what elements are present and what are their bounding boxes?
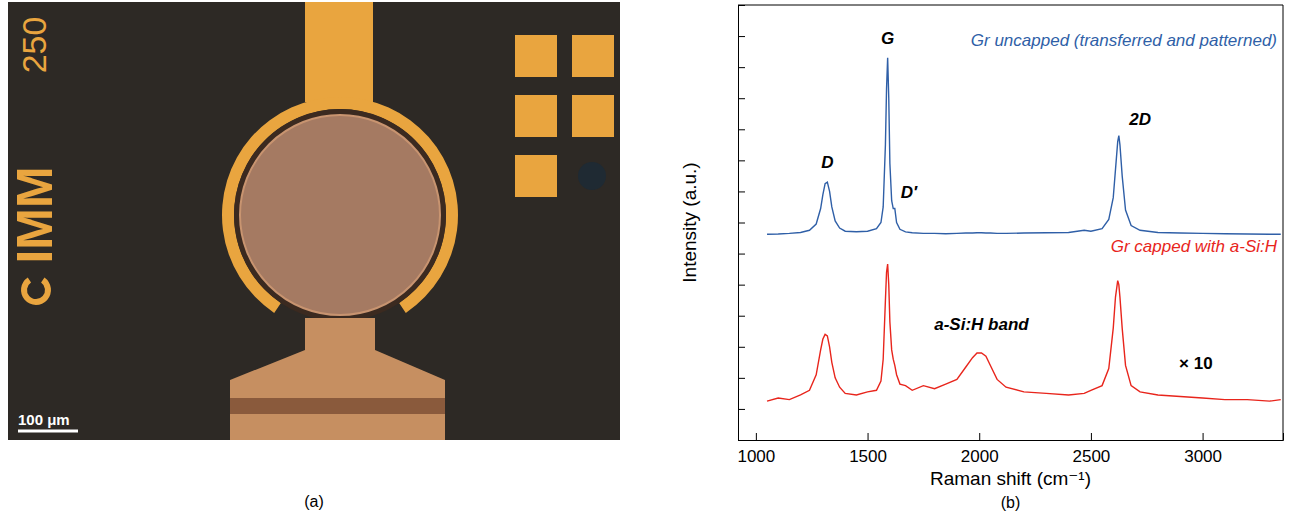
spectrum-line — [767, 58, 1281, 234]
series-label: Gr uncapped (transferred and patterned) — [971, 31, 1277, 50]
x-tick-label: 2000 — [961, 447, 999, 466]
x-axis-line — [739, 433, 1284, 441]
y-tick-mark — [738, 285, 745, 286]
x-tick: 3000 — [1184, 433, 1222, 466]
y-tick-mark — [738, 160, 745, 161]
plot-area — [767, 58, 1281, 401]
y-tick — [738, 254, 745, 255]
y-tick — [738, 36, 745, 37]
y-tick-mark — [738, 316, 745, 317]
annotation: D — [821, 153, 833, 172]
x-tick-mark — [979, 433, 980, 440]
scale-bar — [18, 430, 78, 433]
y-tick — [738, 223, 745, 224]
x-tick-label: 1500 — [849, 447, 887, 466]
y-tick — [738, 285, 745, 286]
x-tick-label: 1000 — [737, 447, 775, 466]
background — [0, 0, 1291, 515]
y-tick-mark — [738, 347, 745, 348]
mask-number: 250 — [15, 17, 53, 74]
panel-b: 1000 1500 2000 2500 3000 Raman shift (cm⁻¹) In… — [679, 5, 1284, 511]
y-tick-mark — [738, 129, 745, 130]
annotation: a-Si:H band — [934, 315, 1029, 334]
logo-text: IMM — [7, 166, 63, 263]
contact-pad — [572, 35, 614, 77]
y-tick-mark — [738, 36, 745, 37]
top-trace — [305, 2, 373, 102]
y-tick-mark — [738, 409, 745, 410]
y-tick-mark — [738, 254, 745, 255]
y-axis-title: Intensity (a.u.) — [679, 162, 700, 282]
y-tick-mark — [738, 223, 745, 224]
y-tick — [738, 347, 745, 348]
x-tick: 2000 — [961, 433, 999, 466]
x-axis-title: Raman shift (cm⁻¹) — [930, 468, 1091, 489]
annotation: G — [881, 29, 894, 48]
x-tick: 1000 — [737, 433, 775, 466]
y-tick — [738, 316, 745, 317]
x-tick-label: 3000 — [1184, 447, 1222, 466]
series-label: Gr capped with a-Si:H — [1111, 237, 1278, 256]
x-tick-mark — [756, 433, 757, 440]
y-tick-mark — [738, 440, 745, 441]
y-tick-mark — [738, 67, 745, 68]
x-tick-label: 2500 — [1072, 447, 1110, 466]
y-tick — [738, 409, 745, 410]
logo-icon — [21, 277, 51, 305]
y-tick-mark — [738, 5, 745, 6]
panel-a: 250 IMM 100 μm (a) — [7, 2, 620, 510]
x-tick-mark — [868, 433, 869, 440]
annotation: D′ — [901, 183, 918, 202]
y-axis — [738, 6, 745, 441]
y-tick-mark — [738, 98, 745, 99]
ring-gap — [234, 109, 446, 321]
y-tick — [738, 98, 745, 99]
x-tick: 1500 — [849, 433, 887, 466]
x-tick-mark — [1091, 433, 1092, 440]
graphene-disk — [240, 115, 440, 315]
y-tick-mark — [738, 378, 745, 379]
panel-label: (a) — [304, 493, 324, 510]
x-tick: 2500 — [1072, 433, 1110, 466]
y-tick-mark — [738, 191, 745, 192]
annotation: 2D — [1128, 110, 1151, 129]
x-axis: 1000 1500 2000 2500 3000 — [737, 433, 1283, 466]
bottom-pad — [230, 318, 445, 440]
photo-background — [8, 2, 620, 440]
y-tick — [738, 5, 745, 6]
scale-bar-label: 100 μm — [18, 411, 70, 428]
x-tick-mark — [1203, 433, 1204, 440]
y-tick — [738, 440, 745, 441]
contact-pad — [515, 155, 557, 197]
y-tick — [738, 67, 745, 68]
annotation: × 10 — [1179, 354, 1213, 373]
panel-label: (b) — [1001, 494, 1021, 511]
frame-right — [1283, 5, 1284, 440]
y-tick — [738, 191, 745, 192]
frame-top — [738, 5, 1283, 6]
y-tick — [738, 378, 745, 379]
dark-spot — [578, 162, 606, 190]
y-axis-line — [739, 6, 746, 441]
contact-pad — [515, 95, 557, 137]
y-tick — [738, 129, 745, 130]
y-tick — [738, 160, 745, 161]
contact-pad — [515, 35, 557, 77]
pad-stripe — [230, 398, 445, 414]
spectrum-line — [767, 264, 1281, 401]
contact-pad — [572, 95, 614, 137]
figure: 250 IMM 100 μm (a) 1000 1500 2000 2500 3000 Raman… — [0, 0, 1291, 515]
